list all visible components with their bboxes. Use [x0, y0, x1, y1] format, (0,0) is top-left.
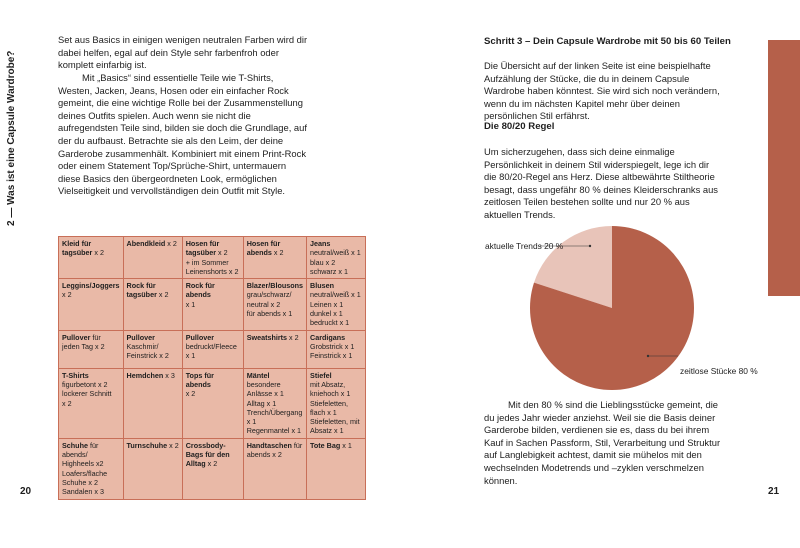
item-detail: x 2: [205, 459, 218, 469]
table-cell: Tops für abends x 2: [181, 367, 244, 439]
pie-chart: [530, 226, 694, 390]
item-detail: x 2 + im Sommer Leinenshorts x 2: [185, 248, 239, 276]
table-cell: Pullover bedruckt/Fleece x 1: [181, 329, 244, 369]
table-cell: Turnschuhe x 2: [122, 437, 183, 500]
item-name: Cardigans: [310, 332, 346, 342]
item-detail: Grobstrick x 1 Feinstrick x 1: [310, 341, 355, 361]
item-name: Tote Bag: [310, 440, 341, 450]
item-name: T-Shirts: [62, 370, 89, 380]
table-cell: Rock für tagsüber x 2: [122, 278, 183, 331]
item-name: Mäntel: [246, 370, 270, 380]
item-detail: x 2: [165, 239, 177, 248]
table-cell: Pullover Kaschmir/ Feinstrick x 2: [122, 329, 183, 369]
table-cell: Mäntel besondere Anlässe x 1 Alltag x 1 …: [242, 367, 308, 439]
table-cell: Jeans neutral/weiß x 1 blau x 2 schwarz …: [306, 235, 366, 280]
subheading-80-20: Die 80/20 Regel: [484, 121, 555, 132]
item-name: Pullover: [185, 332, 215, 342]
item-detail: x 1: [185, 299, 196, 309]
right-paragraph-2: Um sicherzugehen, dass sich deine einmal…: [484, 146, 718, 220]
item-detail: x 2: [62, 290, 72, 300]
table-row: Pullover für jeden Tag x 2 Pullover Kasch…: [58, 329, 366, 369]
pie-slice-trends: [534, 226, 612, 308]
table-row: Kleid für tagsüber x 2 Abendkleid x 2 Hose…: [58, 235, 366, 280]
item-detail: figurbetont x 2 lockerer Schnitt x 2: [62, 379, 112, 408]
table-cell: Cardigans Grobstrick x 1 Feinstrick x 1: [306, 329, 366, 369]
wardrobe-table: Kleid für tagsüber x 2 Abendkleid x 2 Hose…: [58, 235, 366, 500]
item-detail: x 2: [271, 248, 284, 258]
item-name: Hemdchen: [126, 370, 164, 380]
item-name: Pullover: [62, 332, 91, 342]
item-detail: x 2: [156, 290, 169, 300]
item-name: Crossbody-Bags für den Alltag: [185, 440, 230, 469]
page-number-right: 21: [768, 486, 780, 497]
chapter-side-title: 2 — Was ist eine Capsule Wardrobe?: [6, 50, 17, 226]
item-detail: bedruckt/Fleece x 1: [185, 341, 237, 361]
left-paragraph-1: Set aus Basics in einigen wenigen neutra…: [58, 34, 308, 71]
table-cell: Blazer/Blousons grau/schwarz/ neutral x …: [242, 278, 308, 331]
table-cell: Hemdchen x 3: [122, 367, 183, 439]
table-cell: Hosen für abends x 2: [242, 235, 308, 280]
label-timeless: zeitlose Stücke 80 %: [680, 366, 758, 376]
item-name: Rock für abends: [185, 281, 215, 300]
label-dot-trends: [588, 244, 592, 248]
label-trends: aktuelle Trends 20 %: [485, 241, 564, 251]
table-cell: Stiefel mit Absatz, kniehoch x 1 Stiefel…: [306, 367, 366, 439]
table-cell: Sweatshirts x 2: [242, 329, 308, 369]
item-detail: für abends x 2: [246, 440, 303, 460]
table-cell: T-Shirts figurbetont x 2 lockerer Schnit…: [58, 367, 124, 439]
left-paragraph-2: Mit „Basics“ sind essentielle Teile wie …: [58, 72, 307, 197]
label-dot-timeless: [646, 354, 650, 358]
table-cell: Schuhe für abends/ Highheels x2 Loafers/…: [58, 437, 124, 500]
item-name: Schuhe: [62, 440, 88, 450]
item-name: Hosen für tagsüber: [185, 239, 220, 258]
table-row: T-Shirts figurbetont x 2 lockerer Schnit…: [58, 367, 366, 439]
item-name: Blazer/Blousons: [246, 281, 304, 291]
accent-bar: [768, 40, 800, 296]
item-name: Jeans: [310, 239, 331, 248]
table-cell: Leggins/Joggers x 2: [58, 278, 124, 331]
table-cell: Kleid für tagsüber x 2: [58, 235, 124, 280]
right-paragraph-1: Die Übersicht auf der linken Seite ist e…: [484, 60, 720, 122]
table-cell: Rock für abends x 1: [181, 278, 244, 331]
table-row: Schuhe für abends/ Highheels x2 Loafers/…: [58, 437, 366, 500]
item-detail: mit Absatz, kniehoch x 1 Stiefeletten, f…: [310, 379, 360, 436]
item-name: Blusen: [310, 281, 334, 291]
table-row: Leggins/Joggers x 2 Rock für tagsüber x 2…: [58, 278, 366, 331]
item-detail: x 2: [92, 248, 104, 258]
item-name: Handtaschen: [246, 440, 292, 450]
item-name: Stiefel: [310, 370, 332, 380]
item-name: Tops für abends: [185, 370, 214, 389]
page-number-left: 20: [20, 486, 32, 497]
right-heading: Schritt 3 – Dein Capsule Wardrobe mit 50…: [484, 36, 731, 47]
item-detail: neutral/weiß x 1 blau x 2 schwarz x 1: [310, 248, 361, 276]
item-name: Leggins/Joggers: [62, 281, 120, 291]
item-name: Kleid für tagsüber: [62, 239, 93, 258]
item-detail: x 2: [287, 332, 299, 342]
item-detail: grau/schwarz/ neutral x 2 für abends x 1: [246, 290, 293, 319]
table-cell: Handtaschen für abends x 2: [242, 437, 308, 500]
item-name: Pullover: [126, 332, 155, 342]
item-name: Abendkleid: [126, 239, 166, 248]
item-detail: x 2: [167, 440, 179, 450]
item-detail: für jeden Tag x 2: [62, 332, 105, 351]
table-cell: Crossbody-Bags für den Alltag x 2: [181, 437, 244, 500]
table-cell: Tote Bag x 1: [306, 437, 366, 500]
item-detail: neutral/weiß x 1 Leinen x 1 dunkel x 1 b…: [310, 290, 361, 328]
item-detail: x 3: [163, 370, 175, 380]
item-detail: x 2: [185, 389, 196, 399]
table-cell: Abendkleid x 2: [122, 235, 183, 280]
table-cell: Hosen für tagsüber x 2 + im Sommer Leine…: [181, 235, 244, 280]
pie-slice-timeless: [530, 226, 694, 390]
item-name: Turnschuhe: [126, 440, 168, 450]
table-cell: Pullover für jeden Tag x 2: [58, 329, 124, 369]
item-name: Rock für tagsüber: [126, 281, 157, 300]
item-detail: für abends/ Highheels x2 Loafers/flache …: [62, 440, 108, 497]
right-paragraph-3: Mit den 80 % sind die Lieblingsstücke ge…: [484, 399, 721, 486]
item-detail: besondere Anlässe x 1 Alltag x 1 Trench/…: [246, 379, 303, 436]
item-name: Sweatshirts: [246, 332, 288, 342]
table-cell: Blusen neutral/weiß x 1 Leinen x 1 dunke…: [306, 278, 366, 331]
item-detail: x 1: [340, 440, 352, 450]
item-detail: Kaschmir/ Feinstrick x 2: [126, 341, 169, 361]
item-name: Hosen für abends: [246, 239, 281, 258]
